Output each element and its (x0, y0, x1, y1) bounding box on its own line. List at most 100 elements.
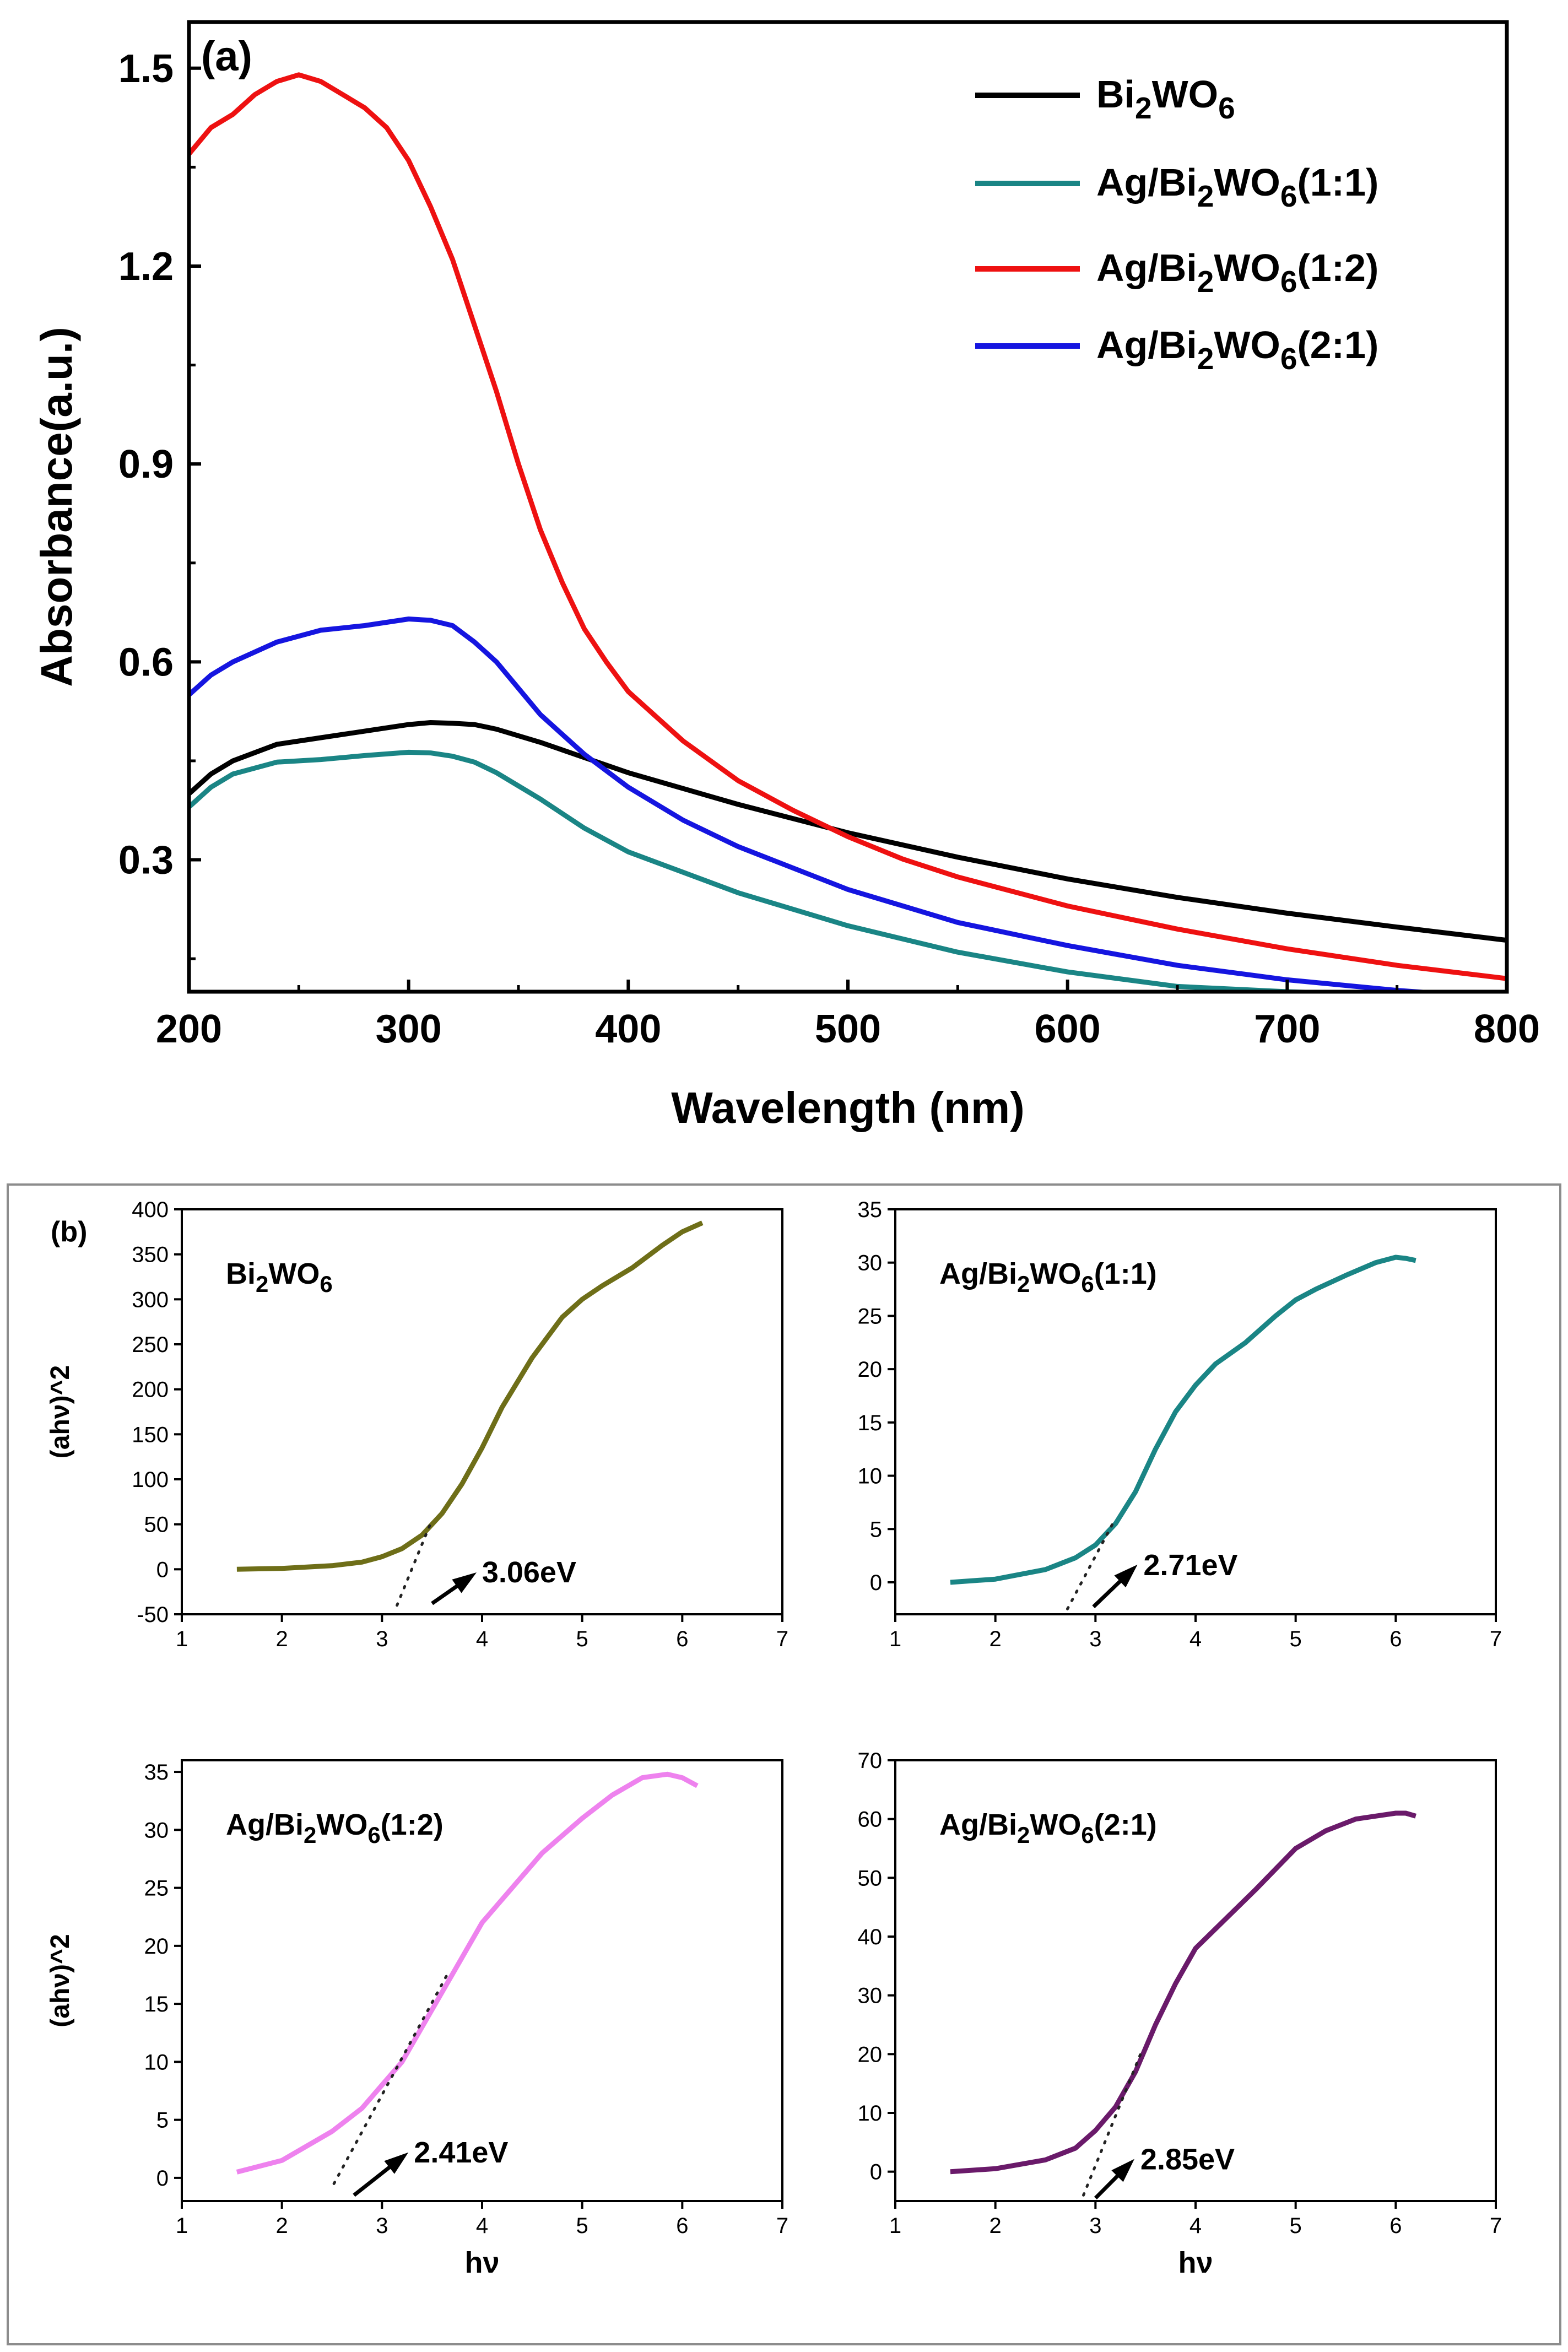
panel-a-label: (a) (201, 33, 252, 80)
subplot-title: Ag/Bi2WO6(2:1) (939, 1808, 1157, 1848)
legend-label-sub1: 2 (1197, 342, 1214, 376)
y-tick-label: 30 (858, 1251, 883, 1275)
tangent-extrapolation-line (1066, 1517, 1117, 1610)
y-tick-label: 100 (132, 1468, 169, 1492)
x-tick-label: 6 (676, 1627, 688, 1651)
panel-a-ticks (187, 66, 1508, 992)
y-tick-label: 25 (858, 1304, 883, 1328)
x-tick-label: 2 (276, 1627, 288, 1651)
x-tick-label: 3 (1089, 1627, 1101, 1651)
subplot-title-sub2: 6 (367, 1822, 380, 1848)
x-tick-label: 5 (576, 2214, 588, 2238)
x-tick-label: 1 (889, 2214, 901, 2238)
legend-label-suffix: (1:2) (1297, 246, 1378, 289)
arrow-head (384, 2152, 409, 2174)
x-tick-label: 1 (889, 1627, 901, 1651)
legend-label-mid: WO (1214, 161, 1280, 204)
subplot-title-mid: WO (316, 1808, 367, 1841)
legend-label: Ag/Bi2WO6(2:1) (1096, 323, 1378, 376)
y-tick-label: 15 (858, 1411, 883, 1435)
y-tick-label: 5 (870, 1517, 882, 1542)
y-tick-label: 40 (858, 1925, 883, 1949)
x-tick-label: 2 (990, 1627, 1002, 1651)
y-tick-label: 70 (858, 1749, 883, 1773)
x-tick-label: 3 (376, 2214, 388, 2238)
y-tick-label: 10 (858, 1464, 883, 1489)
panel-a-y-axis-title: Absorbance(a.u.) (32, 327, 81, 686)
y-tick-label: 30 (858, 1984, 883, 2008)
legend-label-suffix: (1:1) (1297, 161, 1378, 204)
subplot-title-base: Ag/Bi (939, 1257, 1017, 1290)
band-gap-annotation: 2.85eV (1140, 2143, 1235, 2176)
subplot-1: 3.06eV 1 2 3 4 5 6 7 -50 0 50 100 150 200 250 300 350 400… (46, 1198, 788, 1651)
panel-a-absorbance-chart: 200 300 400 500 600 700 800 0.3 0.6 0.9 1.2 1.5 (a… (32, 20, 1540, 1132)
x-tick-label: 300 (376, 1007, 442, 1051)
legend-label-mid: WO (1152, 73, 1219, 116)
legend-label-sub1: 2 (1135, 91, 1152, 125)
x-tick-label: 5 (1290, 1627, 1302, 1651)
tangent-extrapolation-line (332, 1973, 448, 2185)
arrow-head (452, 1572, 477, 1593)
legend-label-sub2: 6 (1218, 91, 1235, 125)
x-tick-label: 5 (576, 1627, 588, 1651)
x-tick-label: 1 (176, 1627, 188, 1651)
legend-label-base: Ag/Bi (1096, 161, 1197, 204)
subplot-title-base: Ag/Bi (939, 1808, 1017, 1841)
subplot-title-sub2: 6 (320, 1271, 332, 1297)
x-tick-label: 4 (476, 2214, 488, 2238)
legend-label-sub2: 6 (1280, 342, 1297, 376)
band-gap-curve (236, 1771, 699, 2175)
x-tick-label: 4 (1189, 1627, 1202, 1651)
x-tick-label: 7 (1490, 1627, 1502, 1651)
subplot-title-sub1: 2 (1017, 1271, 1030, 1297)
x-tick-label: 400 (595, 1007, 661, 1051)
y-tick-label: 0 (870, 2160, 882, 2185)
subplot-title-suffix: (1:2) (381, 1808, 444, 1841)
y-tick-label: 300 (132, 1288, 169, 1312)
subplot-title: Ag/Bi2WO6(1:1) (939, 1257, 1157, 1297)
y-tick-label: 0 (156, 2166, 169, 2191)
legend-entry: Ag/Bi2WO6(1:2) (975, 246, 1378, 299)
legend-label-base: Ag/Bi (1096, 246, 1197, 289)
legend-label-mid: WO (1214, 323, 1280, 366)
y-tick-label: 20 (858, 2042, 883, 2067)
y-tick-label: 0.3 (118, 839, 174, 883)
y-tick-label: 250 (132, 1333, 169, 1357)
x-tick-label: 7 (776, 1627, 788, 1651)
subplot-title-mid: WO (1030, 1808, 1081, 1841)
y-tick-label: 25 (144, 1877, 169, 1901)
legend-entry: Ag/Bi2WO6(1:1) (975, 161, 1378, 213)
legend-label-sub2: 6 (1280, 179, 1297, 213)
y-tick-label: 50 (144, 1513, 169, 1537)
x-tick-label: 2 (276, 2214, 288, 2238)
subplot-title-suffix: (2:1) (1094, 1808, 1157, 1841)
subplot-title-sub1: 2 (304, 1822, 316, 1848)
subplot-title: Bi2WO6 (226, 1257, 333, 1297)
subplot-title-suffix: (1:1) (1094, 1257, 1157, 1290)
legend-label-sub1: 2 (1197, 264, 1214, 299)
x-tick-label: 600 (1035, 1007, 1101, 1051)
y-tick-label: 35 (144, 1760, 169, 1785)
legend-label-sub1: 2 (1197, 179, 1214, 213)
panel-a-x-tick-labels: 200 300 400 500 600 700 800 (156, 1007, 1540, 1051)
panel-a-y-tick-labels: 0.3 0.6 0.9 1.2 1.5 (118, 47, 174, 883)
y-tick-label: 350 (132, 1243, 169, 1267)
y-tick-label: 0.9 (118, 442, 174, 486)
subplot-title-sub2: 6 (1081, 1822, 1094, 1848)
y-tick-label: -50 (137, 1603, 169, 1627)
legend-label-base: Bi (1096, 73, 1135, 116)
y-tick-label: 60 (858, 1808, 883, 1832)
panel-a-x-axis-title: Wavelength (nm) (671, 1083, 1024, 1132)
y-tick-label: 0 (870, 1571, 882, 1595)
panel-a-legend: Bi2WO6Ag/Bi2WO6(1:1)Ag/Bi2WO6(1:2)Ag/Bi2… (975, 73, 1378, 376)
subplot-title-sub2: 6 (1081, 1271, 1094, 1297)
series-line-ag-bi2wo6-1-2- (189, 72, 1507, 981)
legend-label-suffix: (2:1) (1297, 323, 1378, 366)
band-gap-curve (950, 1810, 1416, 2175)
panel-b-label: (b) (51, 1216, 87, 1248)
subplot-title-base: Ag/Bi (226, 1808, 304, 1841)
